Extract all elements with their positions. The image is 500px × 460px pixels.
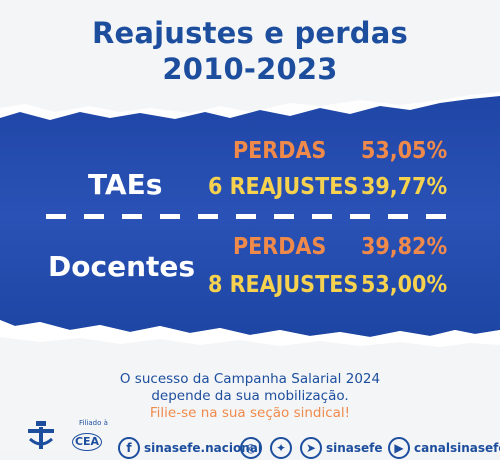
social-twitter[interactable]: ✦ (270, 436, 292, 460)
footer-line2: depende da sua mobilização. (151, 388, 349, 404)
footer-cta: Filie-se na sua seção sindical! (149, 405, 351, 421)
affiliation-logo: Filiado à CEA (22, 417, 122, 451)
instagram-icon: ◎ (240, 437, 262, 459)
docentes-losses-value: 39,82% (361, 234, 448, 260)
social-instagram[interactable]: ◎ (240, 436, 262, 460)
page-title-line1: Reajustes e perdas (92, 16, 408, 50)
taes-losses-label: PERDAS (233, 138, 327, 164)
docentes-losses-label: PERDAS (233, 234, 327, 260)
group-label-taes: TAEs (88, 168, 163, 201)
social-youtube[interactable]: ▶ canalsinasefe (388, 436, 500, 460)
group-label-docentes: Docentes (48, 250, 196, 283)
docentes-raises-value: 53,00% (361, 272, 448, 298)
taes-raises-label: 6 REAJUSTES (208, 174, 359, 200)
sinasefe-logo-icon (28, 421, 54, 449)
twitter-icon: ✦ (270, 437, 292, 459)
twitter-handle: sinasefe (326, 441, 383, 455)
youtube-icon: ▶ (388, 437, 410, 459)
docentes-raises-label: 8 REAJUSTES (208, 272, 359, 298)
facebook-icon: f (118, 437, 140, 459)
dashed-separator (46, 214, 454, 220)
taes-losses-value: 53,05% (361, 138, 448, 164)
affiliation-label: Filiado à (79, 419, 108, 427)
youtube-handle: canalsinasefe (414, 441, 500, 455)
telegram-icon: ➤ (300, 437, 322, 459)
social-telegram[interactable]: ➤ sinasefe (300, 436, 383, 460)
page-title-line2: 2010-2023 (162, 52, 338, 86)
footer-line1: O sucesso da Campanha Salarial 2024 (119, 371, 381, 387)
affiliation-org-badge: CEA (72, 433, 102, 451)
taes-raises-value: 39,77% (361, 174, 448, 200)
